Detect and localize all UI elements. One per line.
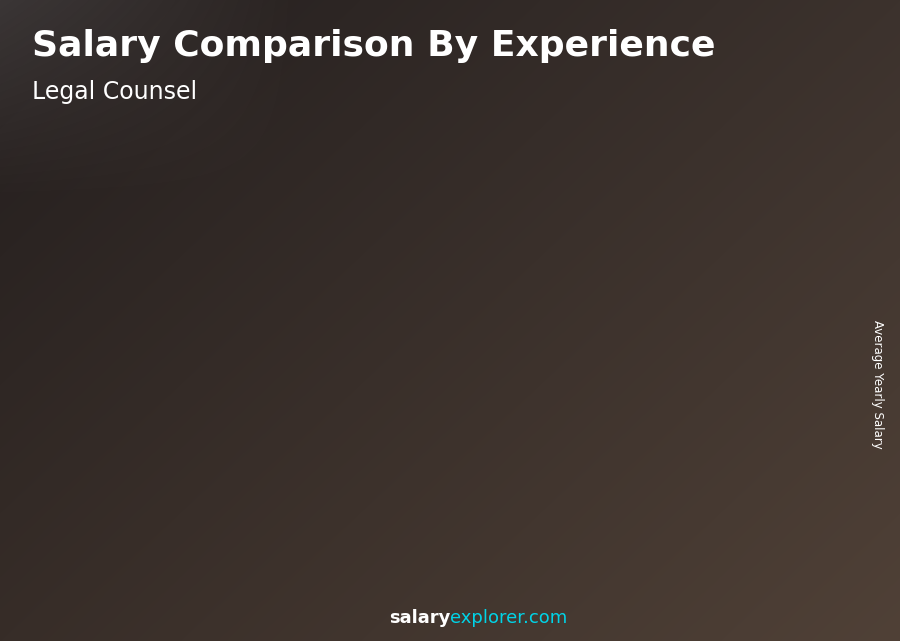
Bar bbox=[471, 322, 544, 558]
FancyArrowPatch shape bbox=[513, 265, 639, 304]
Polygon shape bbox=[207, 392, 289, 405]
Text: 229,000 CAD: 229,000 CAD bbox=[606, 273, 706, 288]
Bar bbox=[734, 280, 807, 558]
Polygon shape bbox=[471, 308, 553, 322]
Text: 207,000 CAD: 207,000 CAD bbox=[474, 298, 574, 313]
Text: Average Yearly Salary: Average Yearly Salary bbox=[871, 320, 884, 449]
Bar bbox=[207, 405, 279, 558]
Text: 134,000 CAD: 134,000 CAD bbox=[210, 381, 310, 396]
Text: explorer.com: explorer.com bbox=[450, 609, 567, 627]
Text: +6%: +6% bbox=[675, 217, 732, 237]
FancyArrowPatch shape bbox=[249, 333, 374, 387]
Polygon shape bbox=[734, 267, 816, 280]
Polygon shape bbox=[807, 267, 816, 558]
FancyArrowPatch shape bbox=[645, 246, 770, 279]
Polygon shape bbox=[279, 392, 289, 558]
Bar bbox=[716, 32, 742, 99]
Bar bbox=[338, 358, 411, 558]
Polygon shape bbox=[544, 308, 553, 558]
Text: 🍁: 🍁 bbox=[759, 52, 776, 79]
Bar bbox=[793, 32, 819, 99]
Text: Legal Counsel: Legal Counsel bbox=[32, 80, 196, 104]
Polygon shape bbox=[411, 344, 420, 558]
Text: 106,000 CAD: 106,000 CAD bbox=[76, 413, 176, 428]
FancyArrowPatch shape bbox=[382, 294, 507, 339]
Bar bbox=[603, 297, 675, 558]
Polygon shape bbox=[603, 283, 685, 297]
Polygon shape bbox=[148, 424, 157, 558]
Polygon shape bbox=[338, 344, 420, 358]
Bar bbox=[75, 437, 148, 558]
Polygon shape bbox=[75, 424, 157, 437]
Text: salary: salary bbox=[389, 609, 450, 627]
Text: +11%: +11% bbox=[531, 226, 603, 246]
Text: Salary Comparison By Experience: Salary Comparison By Experience bbox=[32, 29, 715, 63]
Text: +32%: +32% bbox=[267, 272, 339, 293]
Polygon shape bbox=[675, 283, 685, 558]
Text: 176,000 CAD: 176,000 CAD bbox=[342, 333, 443, 349]
Text: +18%: +18% bbox=[399, 243, 471, 263]
FancyArrowPatch shape bbox=[117, 376, 242, 419]
Text: 244,000 CAD: 244,000 CAD bbox=[738, 256, 838, 271]
Text: +26%: +26% bbox=[135, 332, 207, 352]
